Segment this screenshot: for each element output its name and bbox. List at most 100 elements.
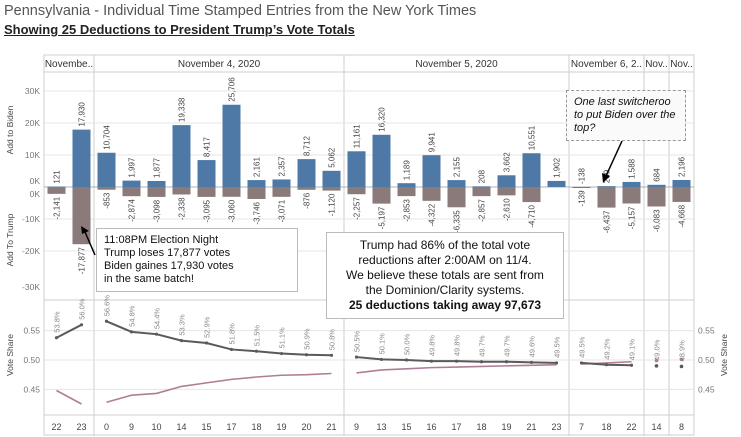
x-tick-label: 13 (376, 422, 386, 432)
bar-label-trump: -3,746 (253, 201, 262, 224)
share-label: 49.8% (453, 335, 462, 357)
share-label: 49.0% (653, 339, 662, 361)
bar-trump (372, 187, 391, 204)
share-tick-left: 0.55 (23, 326, 40, 336)
bar-label-biden: 11,161 (353, 124, 362, 148)
share-axis-label-right: Vote Share (719, 334, 729, 376)
share-label: 52.9% (203, 316, 212, 338)
share-label: 50.5% (353, 330, 362, 352)
panel-header: November 4, 2020 (178, 59, 261, 70)
biden-share-line (356, 363, 557, 374)
share-label: 50.0% (403, 333, 412, 355)
panel-header: Nov.. (670, 59, 693, 70)
bar-trump (47, 187, 66, 194)
chart-frame (43, 54, 695, 436)
election-night-arrow (84, 231, 96, 256)
arrow-head (81, 226, 89, 234)
trump-share-point (454, 359, 459, 363)
bar-trump (197, 187, 216, 197)
bar-trump (147, 187, 166, 197)
x-tick-label: 9 (129, 422, 134, 432)
x-tick-label: 17 (451, 422, 461, 432)
share-label: 50.1% (378, 333, 387, 355)
share-label: 49.6% (528, 336, 537, 358)
summary-annotation: Trump had 86% of the total vote reductio… (326, 232, 564, 319)
panel-header: Nov.. (645, 59, 668, 70)
bar-biden (522, 153, 541, 187)
y-tick-label: 30K (25, 86, 40, 96)
share-label: 49.2% (603, 338, 612, 360)
summary-line: reductions after 2:00AM on 11/4. (358, 253, 532, 267)
trump-share-point (504, 360, 509, 364)
share-label: 50.8% (328, 329, 337, 351)
bar-label-biden: 10,704 (103, 125, 112, 150)
bar-label-biden: 2,155 (453, 157, 462, 178)
bar-trump (97, 187, 116, 190)
trump-share-point (629, 363, 634, 367)
trump-share-point (179, 339, 184, 343)
y-axis-label-biden: Add to Biden (5, 105, 15, 154)
bar-biden (422, 155, 441, 187)
bar-label-biden: 17,930 (78, 102, 87, 127)
y-tick-label: 20K (25, 118, 40, 128)
panel-header: November 6, 2.. (571, 59, 642, 70)
bar-biden (672, 179, 691, 187)
x-tick-label: 15 (401, 422, 411, 432)
bar-label-biden: 1,588 (628, 158, 637, 179)
biden-share-line (106, 372, 332, 404)
share-tick-right: 0.50 (698, 355, 715, 365)
trump-share-point (404, 358, 409, 362)
trump-share-point (229, 347, 234, 352)
bar-trump (472, 187, 491, 197)
bar-label-biden: 5,062 (328, 147, 337, 168)
bar-label-trump: -3,060 (228, 199, 237, 222)
bar-biden (572, 187, 591, 188)
x-tick-label: 16 (426, 422, 436, 432)
election-night-line: 11:08PM Election Night (104, 234, 219, 246)
bar-trump (597, 187, 616, 208)
x-tick-label: 15 (201, 422, 211, 432)
x-tick-label: 18 (251, 422, 261, 432)
bar-biden (472, 186, 491, 188)
bar-label-biden: 2,357 (278, 156, 287, 177)
bar-trump (347, 187, 366, 195)
trump-share-point (79, 323, 84, 327)
bar-trump (647, 187, 666, 207)
share-label: 48.9% (678, 340, 687, 362)
bar-trump (497, 187, 516, 196)
summary-line: We believe these totals are sent from (346, 268, 544, 282)
bar-trump (297, 187, 316, 190)
trump-share-point (204, 341, 209, 345)
switcheroo-annotation: One last switcheroo to put Biden over th… (566, 90, 686, 141)
switcheroo-line: One last switcheroo (574, 96, 671, 108)
panel-header: November 5, 2020 (415, 59, 498, 70)
bar-label-trump: -3,071 (278, 199, 287, 222)
bar-label-biden: -138 (578, 167, 587, 184)
bar-label-biden: 25,706 (228, 77, 237, 102)
bar-biden (647, 184, 666, 187)
bar-trump (122, 187, 141, 197)
bar-trump (447, 187, 466, 208)
y-axis-label-trump: Add To Trump (5, 213, 15, 266)
trump-share-point (104, 319, 109, 323)
bar-trump (322, 187, 341, 191)
x-tick-label: 19 (501, 422, 511, 432)
bar-label-trump: -2,853 (403, 199, 412, 222)
x-tick-label: 20 (301, 422, 311, 432)
bar-biden (497, 175, 516, 187)
bar-biden (122, 180, 141, 187)
x-tick-label: 18 (601, 422, 611, 432)
share-label: 51.5% (253, 325, 262, 347)
trump-share-point (429, 359, 434, 363)
biden-share-point (679, 357, 684, 362)
bar-label-biden: 9,941 (428, 132, 437, 153)
trump-share-line (56, 323, 82, 339)
share-label: 49.7% (503, 335, 512, 357)
bar-label-biden: 2,161 (253, 157, 262, 178)
bar-label-trump: -876 (303, 192, 312, 209)
share-label: 49.1% (628, 339, 637, 361)
share-axis-label-left: Vote Share (5, 334, 15, 376)
bar-label-trump: -5,197 (378, 206, 387, 229)
share-tick-left: 0.50 (23, 355, 40, 365)
share-tick-right: 0.45 (698, 384, 715, 394)
